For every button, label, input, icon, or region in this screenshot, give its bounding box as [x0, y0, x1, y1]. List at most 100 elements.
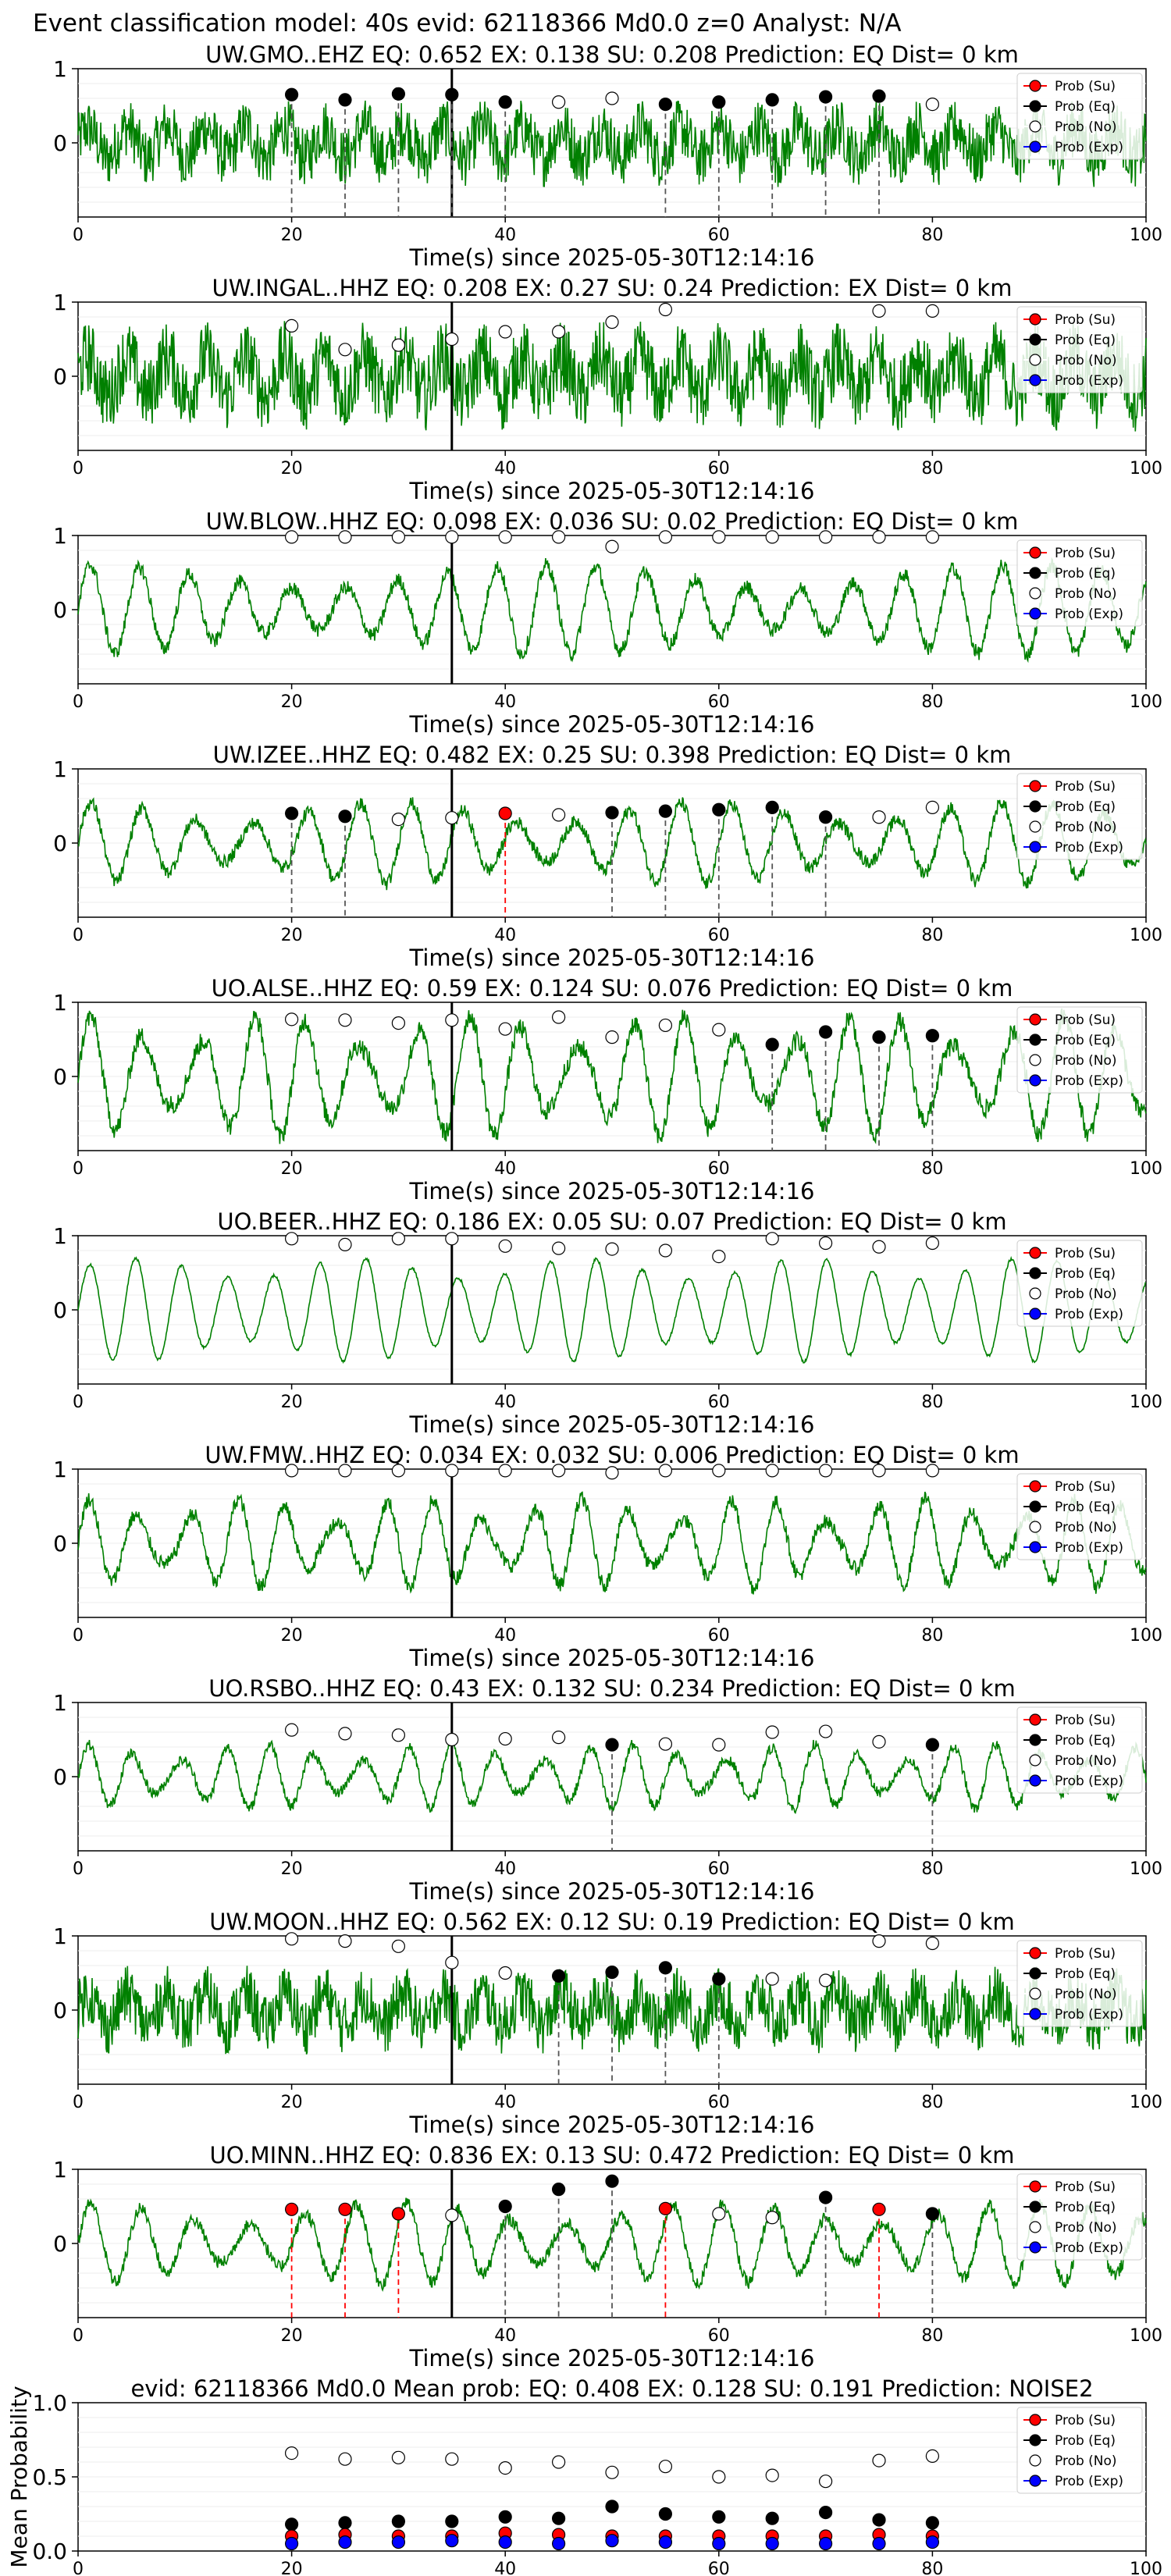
y-tick-label: 0	[53, 1764, 67, 1790]
prob-marker-no	[338, 530, 352, 544]
prob-marker-no	[818, 1973, 833, 1987]
y-tick-label: 0	[53, 130, 67, 156]
mean-prob-point-no	[765, 2468, 779, 2482]
legend-label: Prob (Eq)	[1055, 799, 1116, 815]
legend-label: Prob (No)	[1055, 1053, 1117, 1069]
prob-marker-no	[445, 811, 459, 825]
x-tick-label: 80	[921, 1393, 943, 1412]
legend-marker-no	[1029, 587, 1041, 600]
x-tick-label: 40	[494, 2326, 516, 2346]
prob-marker-eq	[605, 2174, 619, 2188]
x-tick-label: 60	[708, 926, 730, 945]
legend-label: Prob (No)	[1055, 820, 1117, 835]
x-tick-label: 0	[73, 2326, 84, 2346]
legend-label: Prob (Eq)	[1055, 99, 1116, 115]
prob-marker-no	[765, 530, 779, 544]
legend-marker-exp	[1029, 1541, 1041, 1553]
x-tick-label: 60	[708, 2326, 730, 2346]
chart-title: UW.INGAL..HHZ EQ: 0.208 EX: 0.27 SU: 0.2…	[212, 275, 1013, 301]
legend-label: Prob (No)	[1055, 586, 1117, 602]
prob-marker-no	[925, 800, 940, 815]
mean-prob-point-exp	[712, 2536, 726, 2551]
legend-marker-no	[1029, 1054, 1041, 1066]
y-tick-label: 1	[53, 1223, 67, 1249]
prob-marker-no	[498, 1731, 512, 1746]
mean-prob-point-exp	[818, 2536, 833, 2551]
mean-prob-point-no	[925, 2449, 940, 2463]
legend-marker-no	[1029, 120, 1041, 133]
prob-marker-no	[605, 1030, 619, 1044]
x-tick-label: 20	[281, 1159, 303, 1179]
prob-marker-no	[285, 1723, 299, 1737]
x-tick-label: 100	[1130, 692, 1162, 712]
prob-marker-no	[872, 1240, 886, 1254]
prob-marker-no	[498, 1022, 512, 1036]
legend-label: Prob (No)	[1055, 119, 1117, 135]
y-tick-label: 1	[53, 523, 67, 549]
legend-label: Prob (Exp)	[1055, 840, 1123, 856]
prob-marker-no	[605, 315, 619, 329]
legend-label: Prob (Su)	[1055, 312, 1116, 328]
x-tick-label: 20	[281, 1859, 303, 1879]
y-tick-label: 1	[53, 756, 67, 782]
prob-marker-no	[925, 1936, 940, 1951]
legend-label: Prob (Exp)	[1055, 607, 1123, 622]
chart-panel-1: UW.INGAL..HHZ EQ: 0.208 EX: 0.27 SU: 0.2…	[53, 275, 1162, 504]
mean-prob-point-eq	[285, 2517, 299, 2532]
y-tick-label: 1	[53, 56, 67, 82]
mean-prob-point-exp	[285, 2536, 299, 2551]
legend-label: Prob (Su)	[1055, 1246, 1116, 1261]
mean-prob-point-eq	[391, 2514, 405, 2528]
legend: Prob (Su) Prob (Eq) Prob (No) Prob (Exp)	[1016, 1006, 1143, 1094]
prob-marker-eq	[338, 809, 352, 824]
x-tick-label: 40	[494, 1393, 516, 1412]
y-tick-label: 0	[53, 1998, 67, 2023]
prob-marker-no	[391, 530, 405, 544]
x-tick-label: 100	[1130, 1393, 1162, 1412]
legend-label: Prob (Eq)	[1055, 1500, 1116, 1515]
mean-prob-point-eq	[445, 2514, 459, 2528]
chart-title: UW.BLOW..HHZ EQ: 0.098 EX: 0.036 SU: 0.0…	[206, 508, 1019, 535]
chart-panel-7: UO.RSBO..HHZ EQ: 0.43 EX: 0.132 SU: 0.23…	[53, 1675, 1162, 1905]
x-tick-label: 80	[921, 226, 943, 245]
y-tick-label: 1	[53, 1690, 67, 1716]
x-tick-label: 60	[708, 1626, 730, 1646]
prob-marker-no	[391, 1464, 405, 1478]
waveform-trace	[77, 321, 1147, 432]
legend-marker-no	[1029, 1754, 1041, 1767]
prob-marker-eq	[658, 804, 673, 818]
legend-marker-exp	[1029, 374, 1041, 386]
prob-marker-no	[445, 2208, 459, 2222]
mean-prob-point-no	[872, 2453, 886, 2467]
legend-marker-exp	[1029, 2475, 1041, 2487]
prob-marker-no	[285, 530, 299, 544]
y-tick-label: 1	[53, 2157, 67, 2183]
mean-prob-point-exp	[551, 2536, 566, 2551]
legend-label: Prob (No)	[1055, 1987, 1117, 2002]
prob-marker-no	[818, 1724, 833, 1738]
prob-marker-no	[818, 1236, 833, 1251]
prob-marker-no	[658, 1018, 673, 1033]
x-axis-label: Time(s) since 2025-05-30T12:14:16	[409, 244, 815, 271]
prob-marker-eq	[498, 2199, 512, 2214]
mean-prob-point-exp	[765, 2536, 779, 2551]
prob-marker-no	[605, 1466, 619, 1480]
mean-prob-point-eq	[658, 2507, 673, 2521]
mean-prob-point-exp	[925, 2535, 940, 2549]
x-tick-label: 0	[73, 2093, 84, 2112]
mean-prob-point-exp	[658, 2535, 673, 2549]
waveform-trace	[77, 1491, 1147, 1595]
prob-marker-no	[498, 1966, 512, 1980]
prob-marker-no	[925, 98, 940, 112]
legend-label: Prob (Exp)	[1055, 140, 1123, 155]
chart-title: UO.BEER..HHZ EQ: 0.186 EX: 0.05 SU: 0.07…	[217, 1208, 1006, 1235]
x-tick-label: 0	[73, 692, 84, 712]
x-tick-label: 100	[1130, 926, 1162, 945]
x-tick-label: 60	[708, 226, 730, 245]
legend-marker-su	[1029, 80, 1041, 92]
legend-box	[1016, 1706, 1143, 1794]
mean-prob-point-eq	[925, 2516, 940, 2530]
prob-marker-eq	[658, 98, 673, 112]
y-tick-label: 0	[53, 364, 67, 390]
prob-marker-no	[445, 1464, 459, 1478]
